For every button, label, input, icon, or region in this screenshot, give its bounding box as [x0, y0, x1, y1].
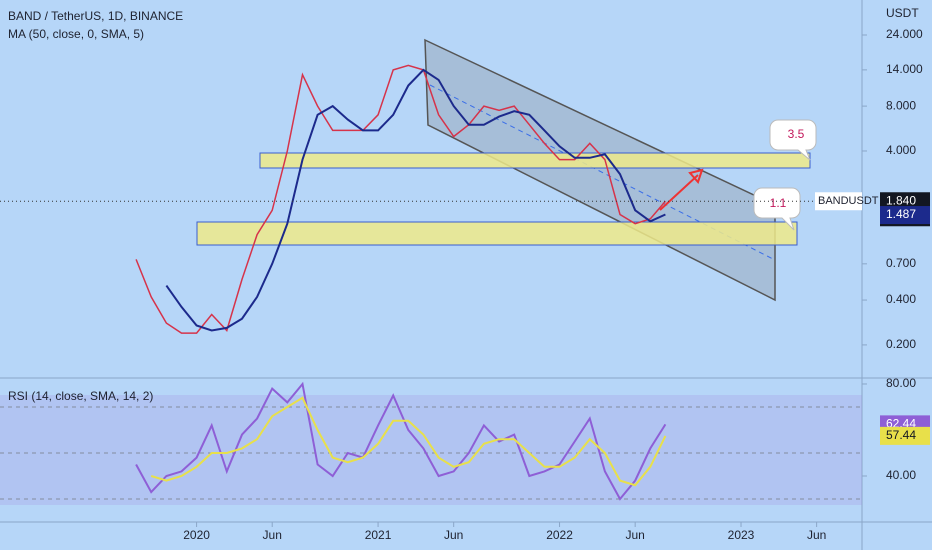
callout-text: 1.1: [770, 196, 787, 210]
zone-lower: [196, 221, 798, 246]
arrow-head: [688, 168, 704, 184]
callout-bubble: [753, 187, 801, 231]
y-tick-label: 8.000: [886, 98, 916, 112]
chart-title: BAND / TetherUS, 1D, BINANCE: [8, 9, 183, 23]
channel-mid: [429, 84, 776, 261]
y-tick-label: 14.000: [886, 62, 923, 76]
value-tag-text: 57.44: [886, 428, 916, 442]
y-tick-label: 24.000: [886, 27, 923, 41]
rsi-band: [0, 395, 862, 505]
series-line: [150, 396, 667, 487]
x-tick-label: Jun: [807, 528, 826, 542]
x-tick-label: 2021: [365, 528, 392, 542]
callout-bubble: [769, 119, 817, 161]
y-axis-label: USDT: [886, 6, 919, 20]
y-tick-label: 0.700: [886, 256, 916, 270]
x-tick-label: Jun: [444, 528, 463, 542]
indicator-title: MA (50, close, 0, SMA, 5): [8, 27, 144, 41]
level-tag: [880, 206, 930, 225]
series-line: [165, 68, 666, 332]
y-tick-label: 0.200: [886, 337, 916, 351]
y-tick-label: 0.400: [886, 292, 916, 306]
zone-upper: [259, 152, 811, 169]
value-tag: [880, 426, 930, 445]
callout-text: 3.5: [788, 127, 805, 141]
y-tick-label: 4.000: [886, 143, 916, 157]
x-tick-label: Jun: [263, 528, 282, 542]
x-tick-label: 2020: [183, 528, 210, 542]
symbol-text: BANDUSDT: [818, 195, 879, 207]
x-tick-label: 2022: [546, 528, 573, 542]
x-tick-label: 2023: [728, 528, 755, 542]
level-tag-text: 1.487: [886, 207, 916, 221]
arrow: [659, 174, 699, 211]
series-line: [135, 381, 667, 501]
price-tag-text: 1.840: [886, 193, 916, 207]
x-tick-label: Jun: [625, 528, 644, 542]
y-tick-label: 40.00: [886, 468, 916, 482]
rsi-title: RSI (14, close, SMA, 14, 2): [8, 389, 153, 403]
symbol-tag: [815, 192, 862, 211]
y-tick-label: 80.00: [886, 376, 916, 390]
